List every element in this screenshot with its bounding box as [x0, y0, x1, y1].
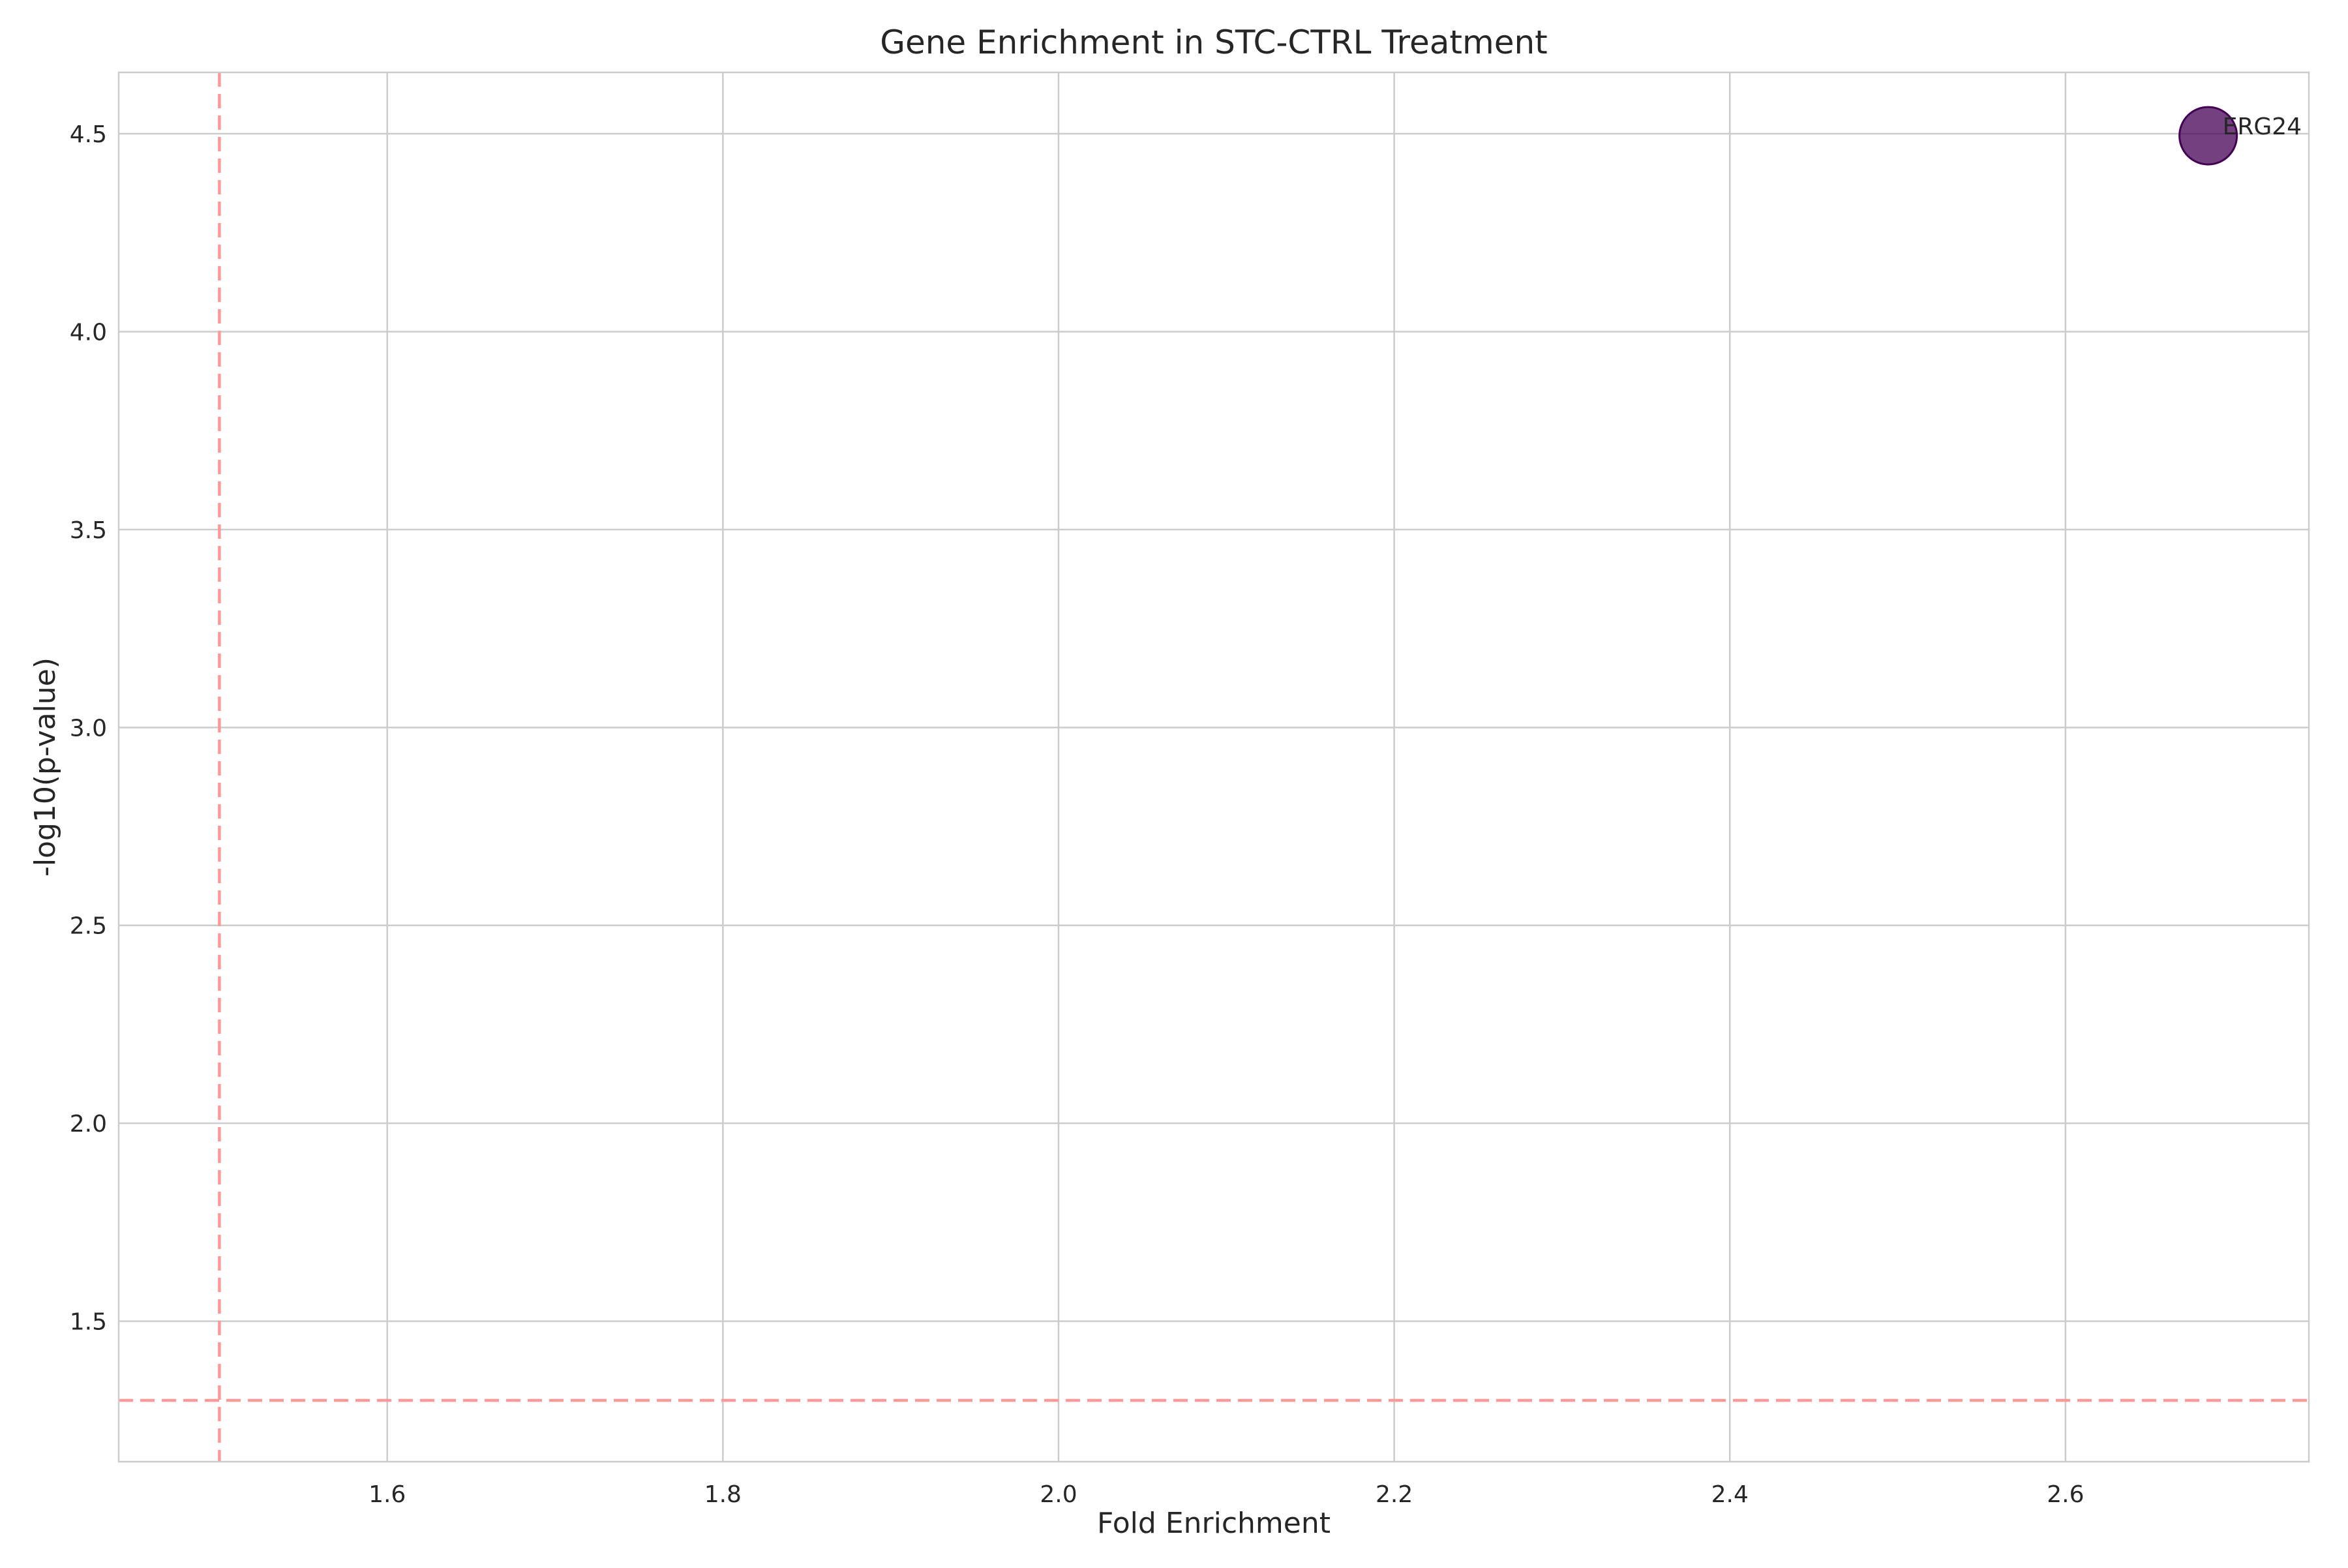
points-layer: ERG24: [2178, 106, 2302, 166]
x-tick-label: 2.6: [2047, 1481, 2084, 1508]
x-tick-label: 2.2: [1376, 1481, 1413, 1508]
y-tick-label: 2.0: [70, 1111, 107, 1138]
chart-title: Gene Enrichment in STC-CTRL Treatment: [880, 23, 1548, 61]
plot-background: [119, 72, 2309, 1462]
x-tick-label: 2.4: [1711, 1481, 1749, 1508]
grid-layer: [119, 72, 2309, 1462]
y-tick-label: 2.5: [70, 913, 107, 940]
plot-frame: [117, 71, 2310, 1463]
x-tick-label: 1.6: [369, 1481, 406, 1508]
y-axis-label: -log10(p-value): [29, 657, 62, 877]
data-point: [2178, 106, 2238, 166]
y-tick-label: 1.5: [70, 1309, 107, 1336]
y-tick-label: 3.5: [70, 517, 107, 544]
x-tick-label: 1.8: [704, 1481, 742, 1508]
x-axis-label: Fold Enrichment: [1097, 1507, 1331, 1540]
reference-lines: [119, 72, 2309, 1462]
y-tick-label: 4.0: [70, 319, 107, 346]
y-tick-label: 3.0: [70, 715, 107, 742]
y-tick-label: 4.5: [70, 121, 107, 148]
point-label: ERG24: [2223, 113, 2302, 140]
x-tick-label: 2.0: [1040, 1481, 1077, 1508]
tick-labels: 1.6 1.8 2.0 2.2 2.4 2.6 1.5 2.0 2.5 3.0 3.5 4.0 4.5: [70, 121, 2085, 1508]
